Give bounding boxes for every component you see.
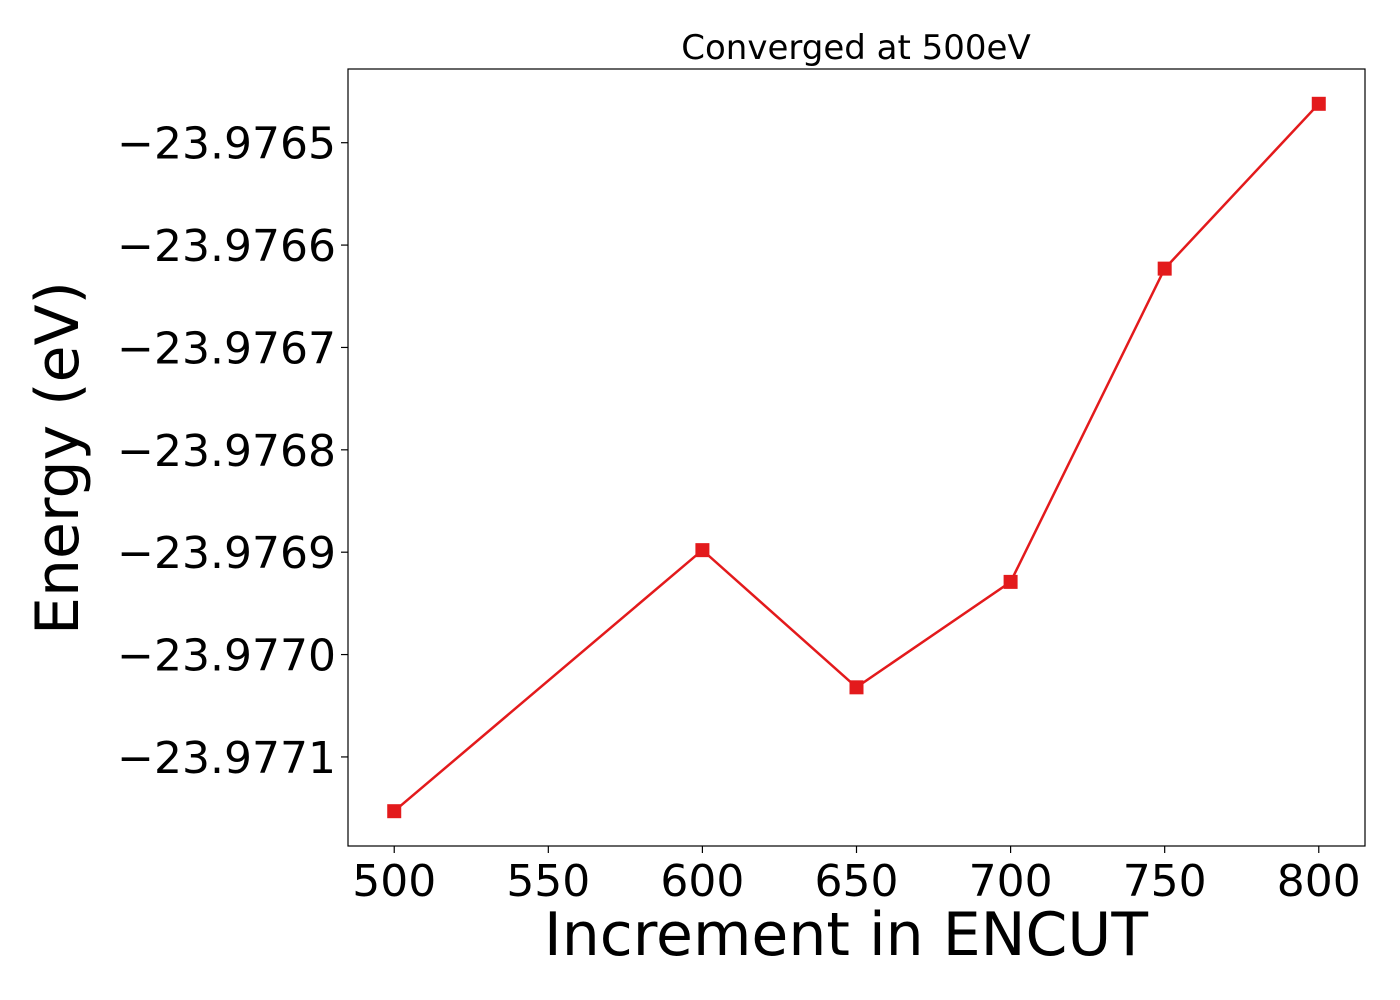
data-point xyxy=(387,804,402,819)
x-tick-label: 800 xyxy=(1277,856,1361,907)
plot-area xyxy=(347,68,1366,847)
data-point xyxy=(1311,96,1326,111)
y-tick-label: −23.9765 xyxy=(117,119,336,170)
series-line xyxy=(393,102,1320,813)
y-tick-label: −23.9766 xyxy=(117,221,336,272)
data-point xyxy=(1003,574,1018,589)
series-layer xyxy=(387,96,1326,819)
chart-title: Converged at 500eV xyxy=(681,28,1030,68)
x-tick-label: 650 xyxy=(815,856,899,907)
y-tick-label: −23.9769 xyxy=(117,528,336,579)
data-point xyxy=(695,543,710,558)
y-axis-label: Energy (eV) xyxy=(23,281,93,635)
x-tick-label: 500 xyxy=(352,856,436,907)
x-axis: 500 550 600 650 700 750 800 xyxy=(352,846,1361,907)
x-tick-label: 550 xyxy=(506,856,590,907)
y-axis: −23.9765 −23.9766 −23.9767 −23.9768 −23.9769… xyxy=(117,119,348,784)
y-tick-label: −23.9767 xyxy=(117,323,336,374)
y-tick-label: −23.9768 xyxy=(117,426,336,477)
x-tick-label: 600 xyxy=(660,856,744,907)
y-tick-label: −23.9770 xyxy=(117,631,336,682)
y-tick-label: −23.9771 xyxy=(117,733,336,784)
data-point xyxy=(1157,261,1172,276)
x-tick-label: 700 xyxy=(969,856,1053,907)
data-point xyxy=(849,680,864,695)
x-axis-label: Increment in ENCUT xyxy=(544,900,1148,970)
x-tick-label: 750 xyxy=(1123,856,1207,907)
